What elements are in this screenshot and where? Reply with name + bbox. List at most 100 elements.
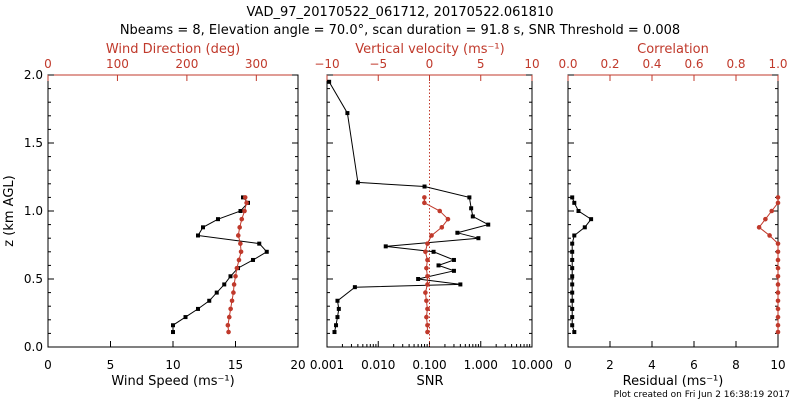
panel3-x-top-tick-label: 0.4: [642, 57, 661, 71]
panel2-red-point: [422, 200, 427, 206]
panel3-black-point: [572, 200, 577, 205]
panel3-black-point: [589, 217, 594, 222]
panel1-red-point: [226, 329, 231, 335]
panel3-red-point: [775, 195, 781, 200]
panel2-x-top-tick-label: 10: [524, 57, 539, 71]
panel1-x-bottom-tick-label: 5: [107, 358, 115, 372]
panel1-x-top-tick-label: 0: [44, 57, 52, 71]
panel1-black-point: [171, 330, 175, 335]
panel3-black-point: [570, 306, 575, 311]
panel2-black-point: [345, 111, 350, 116]
panel2-x-top-tick-label: 5: [477, 57, 485, 71]
panel3-black-point: [570, 315, 575, 320]
y-tick-label: 0.5: [24, 272, 43, 286]
panel1-black-point: [196, 233, 200, 238]
panel1-black-point: [228, 274, 233, 279]
panel2-black-point: [352, 285, 357, 290]
panel2-red-point: [425, 257, 430, 263]
panel3-black-point: [572, 330, 577, 335]
panel1-red-point: [225, 322, 231, 328]
panel3-red-point: [775, 282, 781, 287]
panel1-black-point: [264, 249, 269, 254]
panel1-red-point: [228, 306, 233, 312]
panel2-red-point: [425, 282, 430, 287]
panel1-black-point: [196, 306, 200, 311]
panel1-red-point: [229, 298, 235, 304]
panel3-black-point: [570, 266, 575, 271]
y-tick-label: 0.0: [24, 340, 43, 354]
panel2-black-point: [469, 206, 474, 211]
panel2-x-bottom-tick-label: 0.100: [412, 358, 446, 372]
y-tick-label: 1.5: [24, 136, 43, 150]
panel1-x-top-tick-label: 300: [245, 57, 268, 71]
panel2-black-point: [470, 214, 475, 219]
panel2-black-point: [436, 263, 441, 268]
panel2-black-series-line: [328, 81, 490, 333]
panel2-x-bottom-tick-label: 10.000: [511, 358, 553, 372]
panel1-frame: [47, 74, 299, 348]
y-tick-label: 2.0: [24, 68, 43, 82]
panel1-black-point: [183, 315, 188, 320]
panel1-black-point: [171, 323, 175, 328]
panel2-red-point: [424, 298, 429, 304]
panel1-red-point: [242, 195, 248, 200]
panel1-red-point: [231, 290, 236, 295]
panel2-black-point: [335, 315, 340, 320]
panel2-black-point: [455, 230, 460, 235]
panel1-x-bottom-tick-label: 20: [290, 358, 305, 372]
panel3-red-point: [775, 249, 781, 255]
panel3-bottom-axis-label: Residual (ms⁻¹): [623, 374, 724, 389]
panel3-x-top-tick-label: 0.6: [684, 57, 703, 71]
panel3-black-point: [570, 282, 575, 287]
panel3-black-point: [570, 274, 575, 279]
panel3-x-top-tick-label: 1.0: [768, 57, 787, 71]
panel1-top-axis-label: Wind Direction (deg): [106, 42, 240, 57]
panel3-black-point: [570, 323, 575, 328]
panel2-black-point: [336, 306, 341, 311]
panel3-x-bottom-tick-label: 2: [606, 358, 614, 372]
panel3-red-point: [775, 273, 781, 279]
panel1-black-point: [222, 282, 227, 287]
panel2-black-point: [327, 79, 332, 84]
panel1-x-top-tick-label: 200: [175, 57, 198, 71]
panel2-black-point: [476, 236, 481, 241]
figure-title-line2: Nbeams = 8, Elevation angle = 70.0°, sca…: [120, 23, 680, 38]
panel2-x-bottom-tick-label: 0.010: [361, 358, 395, 372]
figure-title-line1: VAD_97_20170522_061712, 20170522.061810: [247, 5, 554, 20]
panel2-x-bottom-tick-label: 0.001: [310, 358, 344, 372]
panel3-red-point: [775, 306, 781, 312]
panel1-black-series-line: [172, 197, 268, 332]
panel1-red-point: [239, 216, 245, 222]
panel2-x-bottom-tick-label: 1.000: [464, 358, 498, 372]
panel2-red-point: [445, 216, 451, 222]
panel2-black-point: [458, 282, 463, 287]
panel3-x-bottom-tick-label: 4: [648, 358, 656, 372]
panel2-x-top-tick-label: −5: [369, 57, 387, 71]
panel2-red-point: [423, 290, 428, 295]
panel1-red-point: [236, 257, 242, 263]
panel1-black-point: [238, 209, 243, 213]
panel1-red-point: [244, 200, 249, 206]
panel3-black-point: [572, 233, 577, 238]
panel3-x-bottom-tick-label: 8: [732, 358, 740, 372]
panel3-black-point: [570, 298, 575, 303]
panel2-red-point: [425, 306, 430, 312]
panel1-black-point: [201, 225, 205, 230]
panel1-red-point: [233, 273, 238, 279]
panel2-bottom-axis-label: SNR: [416, 374, 443, 389]
panel1-red-point: [226, 314, 232, 320]
panel3-red-series-line: [758, 197, 779, 332]
panel3-red-point: [775, 265, 781, 271]
panel1-black-point: [251, 257, 255, 262]
panel2-black-point: [467, 195, 472, 200]
panel3-x-bottom-tick-label: 10: [770, 358, 785, 372]
panel2-red-point: [425, 241, 430, 246]
panel1-x-bottom-tick-label: 0: [44, 358, 52, 372]
panel3-x-top-tick-label: 0.0: [558, 57, 577, 71]
panel3-black-point: [582, 225, 587, 230]
panel3-black-point: [570, 195, 575, 200]
panel2-black-point: [422, 184, 427, 189]
panel1-x-bottom-tick-label: 10: [165, 358, 180, 372]
panel3-red-point: [767, 233, 772, 238]
